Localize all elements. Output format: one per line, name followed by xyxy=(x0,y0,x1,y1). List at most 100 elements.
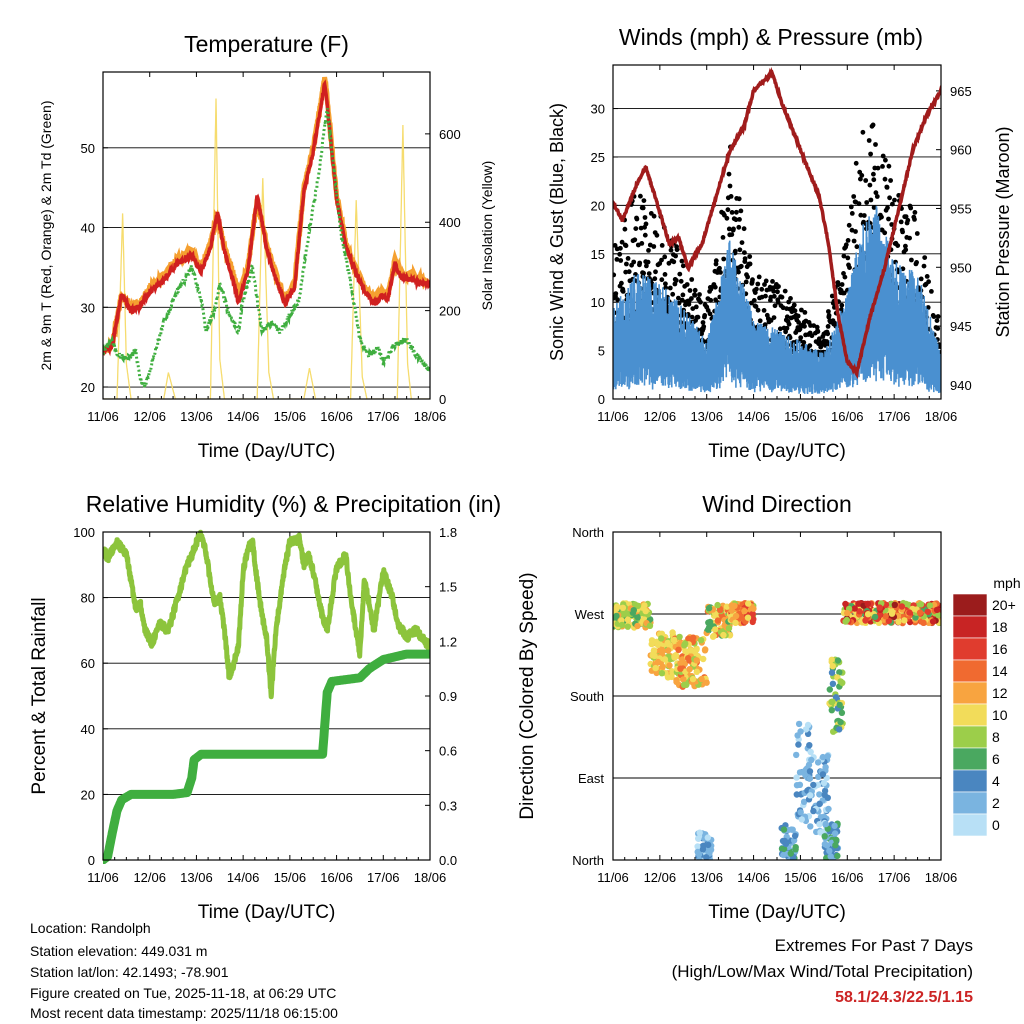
x-tick-label: 14/06 xyxy=(227,409,260,424)
speed-legend-swatch xyxy=(952,813,988,837)
speed-legend-label: 20+ xyxy=(992,597,1016,613)
speed-legend-label: 14 xyxy=(992,663,1008,679)
direction-point xyxy=(806,768,814,775)
y2-tick-label: 945 xyxy=(950,319,972,334)
gust-point xyxy=(909,257,914,263)
direction-point xyxy=(819,771,827,778)
direction-point xyxy=(864,611,872,618)
direction-point xyxy=(829,663,836,670)
direction-point xyxy=(671,636,678,644)
gust-point xyxy=(892,197,897,203)
direction-point xyxy=(837,678,844,685)
gust-point xyxy=(668,247,674,253)
total-precipitation-line xyxy=(103,649,430,864)
direction-point xyxy=(677,665,684,672)
gust-point xyxy=(613,243,618,248)
gust-point xyxy=(756,274,762,280)
wind-pressure-panel: Winds (mph) & Pressure (mb) Time (Day/UTC… xyxy=(547,24,1013,462)
gust-point xyxy=(613,272,617,278)
gust-point xyxy=(796,320,801,325)
x-tick-label: 17/06 xyxy=(367,870,400,885)
direction-point xyxy=(659,647,666,655)
gust-point xyxy=(884,185,890,190)
gust-point xyxy=(922,255,928,260)
gust-point xyxy=(631,259,637,265)
gust-point xyxy=(858,176,863,182)
gust-point xyxy=(692,287,698,293)
gust-point xyxy=(613,291,619,296)
direction-point xyxy=(831,822,838,830)
gust-point xyxy=(792,308,798,314)
direction-point xyxy=(820,813,828,820)
y2-tick-label: 1.8 xyxy=(439,525,457,540)
speed-legend-label: 12 xyxy=(992,685,1008,701)
direction-point xyxy=(794,732,801,739)
direction-point xyxy=(745,600,752,607)
x-tick-label: 12/06 xyxy=(133,409,166,424)
speed-legend-title: mph xyxy=(993,575,1020,591)
speed-legend-swatch xyxy=(952,637,988,661)
direction-point xyxy=(929,618,937,625)
gust-point xyxy=(816,336,822,342)
direction-point xyxy=(648,640,655,648)
direction-point xyxy=(701,647,709,654)
direction-point xyxy=(822,820,829,828)
direction-point xyxy=(817,829,824,836)
gust-point xyxy=(814,324,820,330)
y-tick-label: 25 xyxy=(591,150,605,165)
direction-point xyxy=(828,669,836,676)
x-tick-label: 11/06 xyxy=(597,870,629,885)
speed-legend-swatch xyxy=(952,791,988,815)
gust-point xyxy=(905,217,911,223)
temp-2m-line xyxy=(103,79,430,357)
direction-point xyxy=(810,781,817,789)
gust-point xyxy=(763,293,768,299)
gust-point xyxy=(835,282,841,288)
info-elevation: Station elevation: 449.031 m xyxy=(30,943,208,959)
gust-point xyxy=(726,226,732,232)
y2-axis-label: Solar Insolation (Yellow) xyxy=(479,161,495,311)
gust-point xyxy=(888,178,893,183)
gust-point xyxy=(738,263,744,269)
direction-point xyxy=(824,794,831,801)
direction-point xyxy=(798,816,805,823)
gust-point xyxy=(676,300,682,306)
gust-point xyxy=(807,343,813,348)
direction-point xyxy=(838,709,846,716)
gust-point xyxy=(853,229,858,234)
direction-point xyxy=(654,658,662,666)
gust-point xyxy=(672,281,678,287)
gust-point xyxy=(802,310,808,315)
gust-point xyxy=(734,209,739,215)
gust-point xyxy=(663,285,669,291)
direction-point xyxy=(856,608,863,615)
gust-point xyxy=(868,197,874,203)
gust-point xyxy=(914,231,920,236)
direction-point xyxy=(793,782,801,789)
y-tick-label: South xyxy=(570,689,604,704)
direction-point xyxy=(679,656,686,663)
gust-point xyxy=(879,214,884,220)
gust-point xyxy=(671,259,677,265)
gust-point xyxy=(689,296,694,301)
gust-point xyxy=(868,151,873,157)
y-axis-label: Sonic Wind & Gust (Blue, Black) xyxy=(547,103,567,361)
x-tick-label: 16/06 xyxy=(320,870,353,885)
y-tick-label: East xyxy=(578,771,604,786)
direction-point xyxy=(652,664,659,672)
gust-point xyxy=(653,269,658,275)
gust-point xyxy=(659,243,665,248)
direction-point xyxy=(834,657,842,664)
direction-point xyxy=(661,656,669,663)
humidity-precip-panel: Relative Humidity (%) & Precipitation (i… xyxy=(29,491,501,923)
direction-point xyxy=(659,663,666,670)
direction-point xyxy=(814,759,822,766)
gust-point xyxy=(654,232,660,238)
direction-point xyxy=(732,619,739,626)
direction-point xyxy=(653,669,660,677)
gust-point xyxy=(871,171,876,177)
gust-point xyxy=(642,215,648,220)
gust-point xyxy=(652,276,658,282)
y-tick-label: 30 xyxy=(591,102,605,117)
gust-point xyxy=(673,278,679,283)
